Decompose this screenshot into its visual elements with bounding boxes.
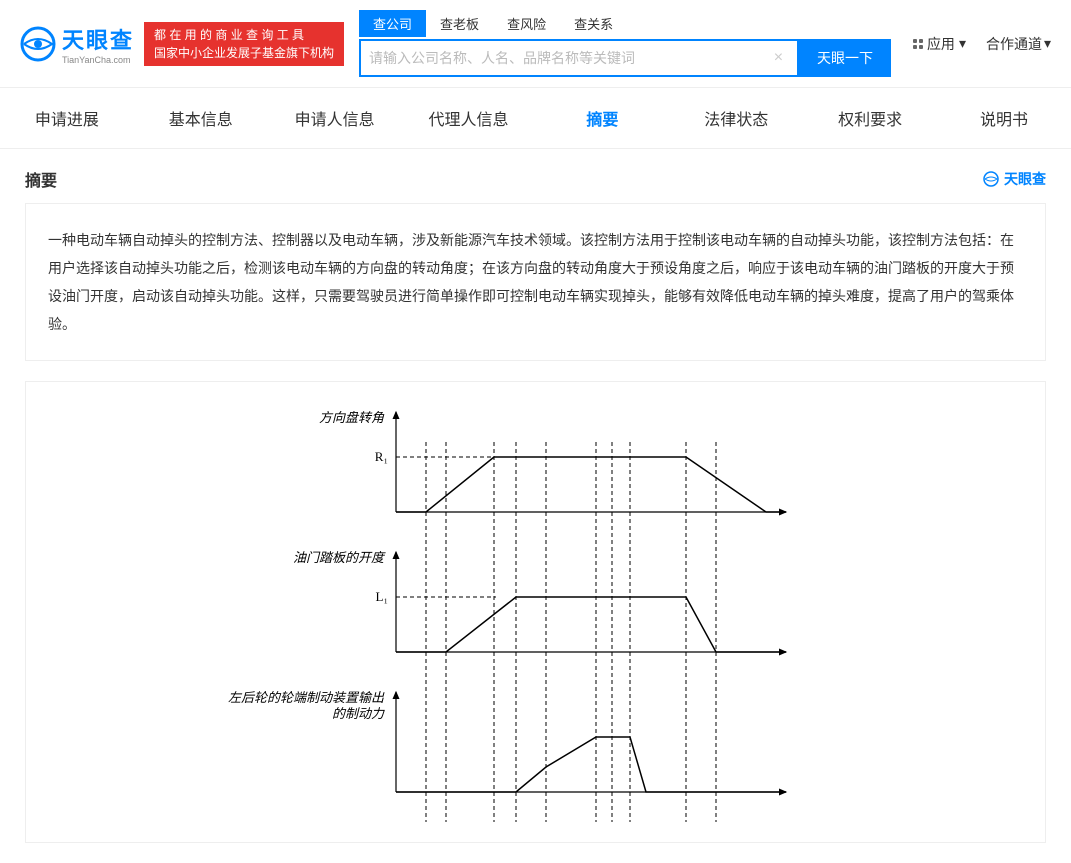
logo-subtitle: TianYanCha.com [62,55,134,65]
nav-tab-1[interactable]: 基本信息 [134,88,268,148]
clear-icon[interactable]: × [768,49,789,67]
section-header: 摘要 天眼查 [0,149,1071,203]
nav-tab-6[interactable]: 权利要求 [803,88,937,148]
search-button[interactable]: 天眼一下 [799,39,891,77]
diagram-box: 方向盘转角 R₁ 油门踏板的开度 L₁ 左后轮的轮端制动装置输出的制动力 [25,381,1046,843]
apps-label: 应用 [927,34,955,54]
patent-diagram: 方向盘转角 R₁ 油门踏板的开度 L₁ 左后轮的轮端制动装置输出的制动力 [226,402,846,822]
search-tabs: 查公司查老板查风险查关系 [359,10,893,37]
apps-link[interactable]: 应用 ▾ [913,34,966,54]
watermark-icon [982,170,1000,188]
watermark: 天眼查 [982,169,1046,189]
chevron-down-icon: ▾ [1044,35,1051,52]
logo-title: 天眼查 [62,23,134,55]
nav-tab-3[interactable]: 代理人信息 [402,88,536,148]
section-title: 摘要 [25,167,57,191]
promo-banner: 都 在 用 的 商 业 查 询 工 具 国家中小企业发展子基金旗下机构 [144,22,344,66]
svg-text:L₁: L₁ [375,589,387,604]
abstract-text: 一种电动车辆自动掉头的控制方法、控制器以及电动车辆，涉及新能源汽车技术领域。该控… [48,226,1023,338]
search-area: 查公司查老板查风险查关系 × 天眼一下 [359,10,893,77]
coop-label: 合作通道 [986,34,1042,54]
svg-text:油门踏板的开度: 油门踏板的开度 [292,550,385,565]
nav-tab-4[interactable]: 摘要 [536,88,670,148]
logo[interactable]: 天眼查 TianYanCha.com [20,23,134,65]
svg-text:R₁: R₁ [374,449,387,464]
nav-tab-0[interactable]: 申请进展 [0,88,134,148]
search-tab-2[interactable]: 查风险 [493,10,560,37]
banner-line1: 都 在 用 的 商 业 查 询 工 具 [154,26,334,44]
coop-link[interactable]: 合作通道 ▾ [986,34,1051,54]
svg-text:方向盘转角: 方向盘转角 [318,410,384,425]
nav-tab-7[interactable]: 说明书 [937,88,1071,148]
banner-line2: 国家中小企业发展子基金旗下机构 [154,44,334,62]
svg-text:左后轮的轮端制动装置输出: 左后轮的轮端制动装置输出 [227,690,384,705]
chevron-down-icon: ▾ [959,35,966,52]
search-tab-1[interactable]: 查老板 [426,10,493,37]
apps-icon [913,39,923,49]
header-right: 应用 ▾ 合作通道 ▾ [913,34,1051,54]
search-input[interactable] [369,50,768,66]
search-tab-0[interactable]: 查公司 [359,10,426,37]
svg-text:的制动力: 的制动力 [331,706,384,721]
search-tab-3[interactable]: 查关系 [560,10,627,37]
content-tabs: 申请进展基本信息申请人信息代理人信息摘要法律状态权利要求说明书 [0,88,1071,149]
logo-icon [20,26,56,62]
nav-tab-5[interactable]: 法律状态 [669,88,803,148]
abstract-box: 一种电动车辆自动掉头的控制方法、控制器以及电动车辆，涉及新能源汽车技术领域。该控… [25,203,1046,361]
search-input-wrap: × [359,39,799,77]
watermark-text: 天眼查 [1004,169,1046,189]
nav-tab-2[interactable]: 申请人信息 [268,88,402,148]
site-header: 天眼查 TianYanCha.com 都 在 用 的 商 业 查 询 工 具 国… [0,0,1071,88]
